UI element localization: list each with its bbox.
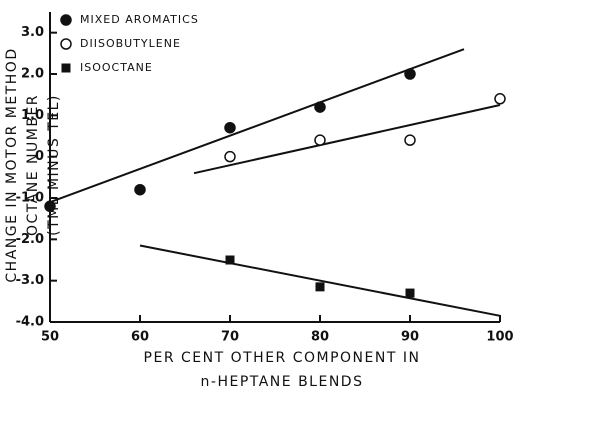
marker <box>134 183 146 196</box>
marker <box>404 134 416 146</box>
y-tick-label: -1.0 <box>16 191 44 206</box>
trend-line <box>193 104 501 175</box>
x-axis-label: n-HEPTANE BLENDS <box>201 374 364 390</box>
marker <box>404 68 416 80</box>
x-tick-label: 80 <box>311 330 329 345</box>
x-tick-label: 50 <box>41 330 59 345</box>
y-axis-label: OCTANE NUMBER <box>25 94 41 236</box>
legend-label: DIISOBUTYLENE <box>80 37 181 50</box>
y-tick-label: 3.0 <box>21 25 44 40</box>
marker <box>224 150 236 163</box>
trend-line <box>49 48 465 204</box>
y-tick-label: 0 <box>35 149 44 164</box>
trend-line <box>139 244 501 317</box>
marker <box>494 93 506 105</box>
marker <box>314 101 326 113</box>
legend-marker <box>60 38 72 50</box>
y-tick-label: 2.0 <box>21 67 44 82</box>
x-tick-label: 90 <box>401 330 419 345</box>
legend-label: MIXED AROMATICS <box>80 13 199 26</box>
x-axis-label: PER CENT OTHER COMPONENT IN <box>144 350 421 366</box>
marker <box>224 121 236 134</box>
marker <box>314 134 326 146</box>
x-tick-label: 70 <box>221 330 239 345</box>
marker <box>315 282 325 292</box>
x-tick-label: 60 <box>131 330 149 345</box>
y-tick-label: 1.0 <box>21 108 44 123</box>
y-tick-label: -2.0 <box>16 232 44 247</box>
y-axis-label: CHANGE IN MOTOR METHOD <box>4 47 20 282</box>
y-tick-label: -3.0 <box>16 273 44 288</box>
legend-marker <box>61 63 71 73</box>
x-tick-label: 100 <box>486 330 513 345</box>
marker <box>225 255 235 265</box>
legend-label: ISOOCTANE <box>80 61 153 74</box>
legend-marker <box>60 14 72 26</box>
y-axis-label: (TML MINUS TEL) <box>46 94 62 236</box>
marker <box>44 200 56 213</box>
marker <box>405 288 415 298</box>
y-tick-label: -4.0 <box>16 315 44 330</box>
